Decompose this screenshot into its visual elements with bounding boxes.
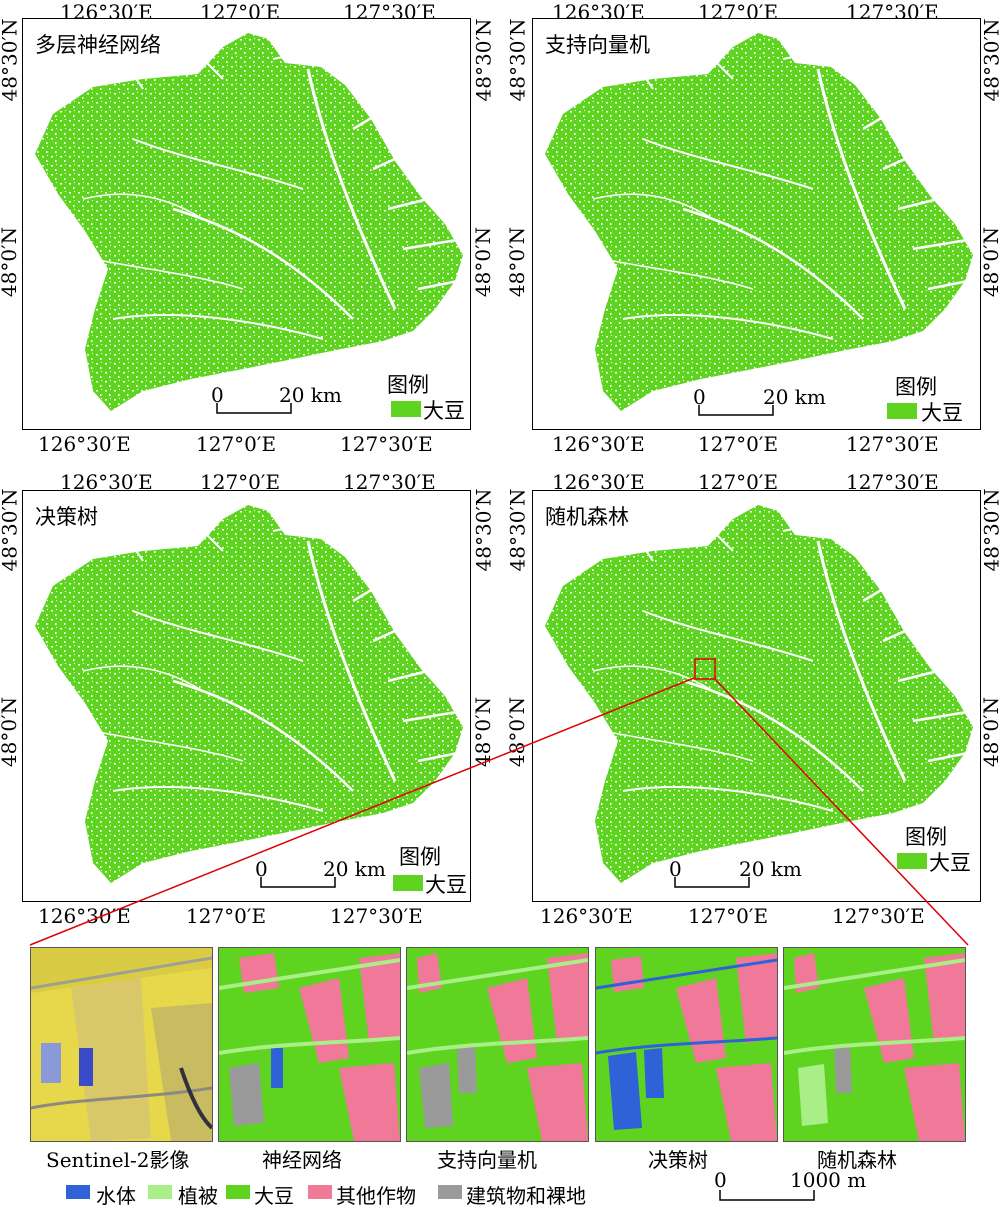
thumbnail-label-random-forest: 随机森林	[817, 1148, 897, 1172]
bottom-lon-label-1-1: 126°30′E	[38, 432, 131, 456]
right-lat-label-1-1: 48°30′N	[471, 18, 496, 102]
bottom-lon-label-2-2: 127°0′E	[698, 432, 779, 456]
legend-label-other-crops: 其他作物	[336, 1184, 416, 1208]
right-lat-label-2-2: 48°0′N	[979, 226, 1000, 298]
legend-label-vegetation: 植被	[178, 1184, 218, 1208]
scalebar-zero: 0	[211, 383, 224, 407]
legend-swatch-buildings	[438, 1185, 462, 1199]
thumbnail-neural-network	[218, 947, 401, 1142]
legend-title: 图例	[895, 375, 937, 399]
inset-extent-box	[694, 658, 716, 680]
left-lat-label-1-2: 48°0′N	[0, 226, 22, 298]
scalebar	[260, 877, 336, 888]
left-lat-label-3-2: 48°0′N	[0, 696, 22, 768]
thumbnail-svm	[406, 947, 589, 1142]
left-lat-label-4-2: 48°0′N	[505, 696, 530, 768]
right-lat-label-1-2: 48°0′N	[471, 226, 496, 298]
left-lat-label-2-2: 48°0′N	[505, 226, 530, 298]
thumbnail-label-sentinel2: Sentinel-2影像	[46, 1148, 190, 1172]
legend-swatch-soybean	[226, 1185, 250, 1199]
legend-swatch-soybean	[887, 403, 917, 419]
thumbnail-decision-tree	[595, 947, 778, 1142]
bottom-scalebar-zero: 0	[714, 1168, 727, 1192]
left-lat-label-3-1: 48°30′N	[0, 488, 22, 572]
right-lat-label-4-1: 48°30′N	[979, 488, 1000, 572]
legend-label: 大豆	[423, 399, 465, 423]
legend-title: 图例	[387, 373, 429, 397]
left-lat-label-4-1: 48°30′N	[505, 488, 530, 572]
right-lat-label-3-1: 48°30′N	[471, 488, 496, 572]
thumbnail-label-decision-tree: 决策树	[648, 1148, 708, 1172]
map-panel-mlp: 多层神经网络 图例 大豆 0 20 km	[22, 18, 471, 430]
bottom-lon-label-4-3: 127°30′E	[832, 904, 925, 928]
legend-swatch-vegetation	[148, 1185, 172, 1199]
bottom-lon-label-1-2: 127°0′E	[196, 432, 277, 456]
bottom-lon-label-4-2: 127°0′E	[688, 904, 769, 928]
bottom-scalebar-end: 1000 m	[790, 1168, 867, 1192]
bottom-lon-label-2-1: 126°30′E	[552, 432, 645, 456]
thumbnail-random-forest	[783, 947, 966, 1142]
legend-swatch-other-crops	[308, 1185, 332, 1199]
scalebar	[698, 405, 774, 416]
map-panel-random-forest: 随机森林 图例 大豆 0 20 km	[532, 490, 981, 902]
thumbnail-sentinel2	[30, 947, 213, 1142]
legend-label: 大豆	[921, 401, 963, 425]
scalebar-zero: 0	[693, 385, 706, 409]
panel-title: 随机森林	[545, 505, 629, 529]
bottom-lon-label-3-2: 127°0′E	[186, 904, 267, 928]
map-panel-svm: 支持向量机 图例 大豆 0 20 km	[532, 18, 981, 430]
bottom-lon-label-1-3: 127°30′E	[340, 432, 433, 456]
scalebar	[216, 403, 292, 414]
legend-label-buildings: 建筑物和裸地	[466, 1184, 586, 1208]
right-lat-label-3-2: 48°0′N	[471, 696, 496, 768]
bottom-lon-label-2-3: 127°30′E	[846, 432, 939, 456]
left-lat-label-1-1: 48°30′N	[0, 18, 22, 102]
right-lat-label-4-2: 48°0′N	[979, 696, 1000, 768]
legend-label-soybean: 大豆	[254, 1184, 294, 1208]
legend-label-water: 水体	[96, 1184, 136, 1208]
legend-swatch-soybean	[391, 401, 421, 417]
right-lat-label-2-1: 48°30′N	[979, 18, 1000, 102]
bottom-lon-label-4-1: 126°30′E	[540, 904, 633, 928]
panel-title: 支持向量机	[545, 33, 650, 57]
bottom-lon-label-3-3: 127°30′E	[330, 904, 423, 928]
bottom-lon-label-3-1: 126°30′E	[38, 904, 131, 928]
legend-swatch-water	[66, 1185, 90, 1199]
left-lat-label-2-1: 48°30′N	[505, 18, 530, 102]
panel-title: 决策树	[35, 505, 98, 529]
scalebar-end: 20 km	[279, 383, 342, 407]
thumbnail-label-neural-network: 神经网络	[262, 1148, 342, 1172]
thumbnail-label-svm: 支持向量机	[437, 1148, 537, 1172]
panel-title: 多层神经网络	[35, 33, 161, 57]
map-panel-decision-tree: 决策树 图例 大豆 0 20 km	[22, 490, 471, 902]
